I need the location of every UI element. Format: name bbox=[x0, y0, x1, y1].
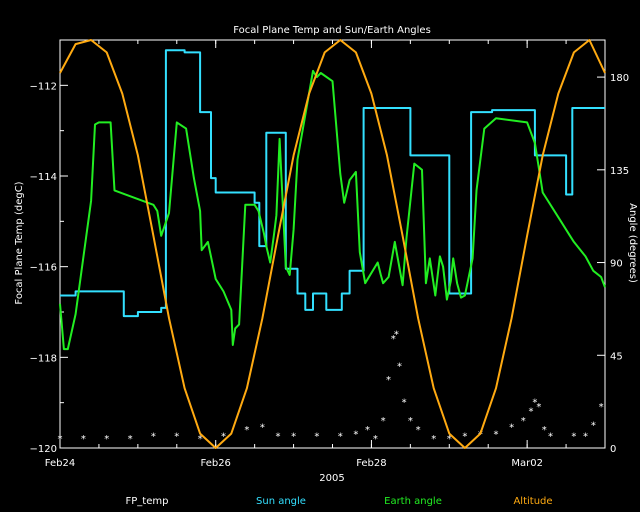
fp-temp-point: * bbox=[373, 434, 378, 445]
fp-temp-point: * bbox=[462, 432, 467, 443]
fp-temp-series: * * * * * * * ** ** * * * * *********** * * * ******** * **… bbox=[58, 330, 604, 445]
fp-temp-point: * bbox=[408, 416, 413, 427]
legend: FP_temp Sun angle Earth angle Altitude bbox=[126, 496, 553, 507]
fp-temp-point: * bbox=[391, 334, 396, 345]
chart-title: Focal Plane Temp and Sun/Earth Angles bbox=[233, 25, 431, 36]
fp-temp-point: * bbox=[104, 434, 109, 445]
y-right-tick-label: 180 bbox=[610, 73, 629, 84]
x-tick-label: Feb24 bbox=[45, 458, 75, 469]
altitude-line bbox=[59, 39, 606, 449]
fp-temp-point: * bbox=[591, 420, 596, 431]
fp-temp-point: * bbox=[128, 434, 133, 445]
legend-altitude: Altitude bbox=[513, 496, 552, 507]
y-right-tick-label: 45 bbox=[610, 351, 623, 362]
fp-temp-point: * bbox=[276, 432, 281, 443]
y-left-tick-label: −118 bbox=[30, 353, 57, 364]
y-left-tick-label: −112 bbox=[30, 81, 57, 92]
fp-temp-point: * bbox=[397, 361, 402, 372]
fp-temp-point: * bbox=[198, 434, 203, 445]
fp-temp-point: * bbox=[394, 330, 399, 341]
fp-temp-point: * bbox=[416, 425, 421, 436]
legend-earth-angle: Earth angle bbox=[384, 496, 442, 507]
fp-temp-point: * bbox=[599, 402, 604, 413]
fp-temp-point: * bbox=[381, 416, 386, 427]
fp-temp-point: * bbox=[431, 434, 436, 445]
x-tick-label: Feb28 bbox=[356, 458, 386, 469]
y-right-tick-label: 0 bbox=[610, 444, 616, 455]
y-left-tick-label: −120 bbox=[30, 444, 57, 455]
fp-temp-point: * bbox=[81, 434, 86, 445]
fp-temp-point: * bbox=[174, 432, 179, 443]
fp-temp-point: * bbox=[221, 432, 226, 443]
fp-temp-point: * bbox=[542, 425, 547, 436]
y-left-tick-label: −116 bbox=[30, 263, 57, 274]
fp-temp-point: * bbox=[291, 432, 296, 443]
fp-temp-point: * bbox=[58, 434, 63, 445]
fp-temp-point: * bbox=[583, 432, 588, 443]
x-axis-label: 2005 bbox=[319, 473, 344, 484]
series-layer: * * * * * * * ** ** * * * * *********** * * * ******** * **… bbox=[58, 39, 606, 449]
x-tick-label: Feb26 bbox=[200, 458, 230, 469]
fp-temp-point: * bbox=[260, 423, 265, 434]
fp-temp-point: * bbox=[494, 429, 499, 440]
fp-temp-point: * bbox=[532, 398, 537, 409]
x-tick-label: Mar02 bbox=[511, 458, 543, 469]
fp-temp-point: * bbox=[548, 432, 553, 443]
y-left-tick-label: −114 bbox=[30, 172, 57, 183]
fp-temp-point: * bbox=[314, 432, 319, 443]
fp-temp-point: * bbox=[447, 434, 452, 445]
fp-temp-point: * bbox=[151, 432, 156, 443]
fp-temp-point: * bbox=[521, 416, 526, 427]
fp-temp-point: * bbox=[365, 425, 370, 436]
earth-angle-line bbox=[59, 69, 606, 351]
fp-temp-point: * bbox=[338, 432, 343, 443]
fp-temp-point: * bbox=[386, 375, 391, 386]
fp-temp-point: * bbox=[529, 407, 534, 418]
fp-temp-point: * bbox=[402, 398, 407, 409]
legend-fp-temp: FP_temp bbox=[126, 496, 169, 507]
fp-temp-point: * bbox=[509, 423, 514, 434]
y-right-tick-label: 135 bbox=[610, 166, 629, 177]
fp-temp-point: * bbox=[353, 429, 358, 440]
legend-sun-angle: Sun angle bbox=[256, 496, 306, 507]
y-right-tick-label: 90 bbox=[610, 259, 623, 270]
y-axis-left-label: Focal Plane Temp (degC) bbox=[14, 181, 25, 304]
axis-ticks: Feb24 Feb26 Feb28 Mar02 −120 −118 −116 −114 −112… bbox=[30, 40, 629, 469]
y-axis-right-label: Angle (degrees) bbox=[627, 203, 638, 283]
fp-temp-point: * bbox=[571, 432, 576, 443]
fp-temp-point: * bbox=[244, 425, 249, 436]
fp-temp-point: * bbox=[536, 402, 541, 413]
